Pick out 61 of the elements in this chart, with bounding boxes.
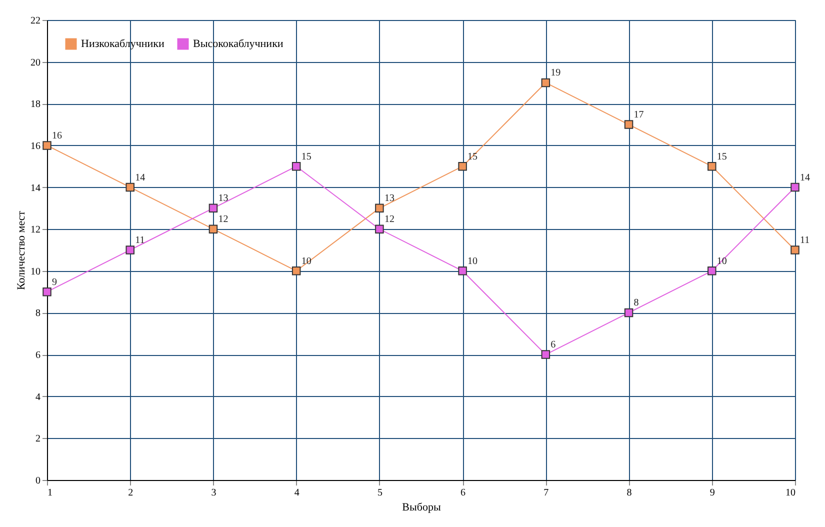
y-tick-label: 8 — [36, 308, 40, 320]
data-label: 13 — [384, 193, 394, 204]
data-label: 15 — [716, 151, 727, 162]
point — [624, 308, 634, 318]
data-label: 10 — [468, 256, 478, 267]
point — [458, 266, 467, 276]
y-tick-label: 22 — [30, 16, 40, 26]
data-label: 15 — [301, 151, 312, 162]
point — [708, 162, 716, 171]
data-label: 17 — [634, 110, 644, 121]
x-tick-label: 1 — [48, 488, 52, 498]
point — [208, 224, 218, 234]
point — [126, 182, 134, 192]
y-tick-label: 2 — [36, 434, 40, 445]
point — [375, 224, 384, 234]
point — [790, 182, 800, 192]
x-tick-label: 5 — [377, 488, 382, 498]
point — [541, 350, 550, 359]
data-label: 14 — [800, 172, 810, 184]
x-tick-label: 8 — [626, 488, 632, 498]
point — [541, 78, 550, 88]
point — [624, 120, 634, 129]
data-label: 6 — [550, 340, 556, 351]
y-tick-label: 10 — [30, 266, 40, 278]
y-tick-label: 12 — [30, 224, 40, 236]
x-tick-label: 6 — [460, 488, 466, 498]
x-tick-label: 10 — [786, 488, 796, 498]
point — [292, 162, 301, 171]
y-tick-label: 20 — [30, 57, 40, 68]
point — [458, 162, 467, 171]
point — [42, 141, 52, 150]
y-tick-label: 16 — [30, 140, 40, 152]
data-label: 8 — [634, 298, 639, 309]
point — [208, 204, 218, 213]
x-tick-label: 2 — [128, 488, 134, 498]
x-tick-label: 3 — [211, 488, 216, 498]
point — [292, 266, 301, 276]
point — [42, 287, 52, 296]
data-label: 13 — [218, 193, 228, 204]
y-tick-label: 18 — [30, 99, 40, 110]
y-tick-label: 4 — [36, 392, 40, 403]
data-label: 11 — [135, 235, 145, 246]
point — [790, 246, 800, 254]
x-axis-title: Выборы — [402, 502, 442, 514]
data-label: 14 — [135, 172, 146, 184]
data-label: 9 — [52, 276, 57, 288]
x-tick-label: 4 — [294, 488, 300, 498]
x-tick-label: 7 — [544, 488, 549, 498]
data-label: 16 — [52, 130, 62, 142]
data-label: 19 — [550, 68, 561, 79]
point — [126, 246, 134, 254]
data-label: 12 — [218, 214, 228, 226]
data-label: 11 — [800, 235, 810, 246]
y-tick-label: 6 — [36, 350, 40, 362]
x-tick-label: 9 — [710, 488, 715, 498]
data-label: 12 — [384, 214, 394, 226]
y-axis-title: Количество мест — [16, 210, 28, 290]
point — [375, 204, 384, 213]
point — [708, 266, 716, 276]
y-tick-label: 14 — [30, 182, 40, 194]
y-tick-label: 0 — [36, 476, 40, 486]
